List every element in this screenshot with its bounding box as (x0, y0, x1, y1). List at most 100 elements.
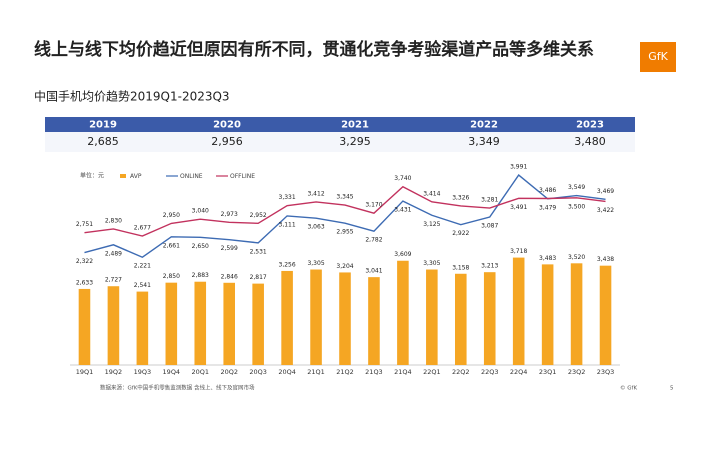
line-value-label: 2,677 (134, 225, 151, 232)
bar-value-label: 3,305 (423, 260, 440, 267)
x-tick-label: 21Q1 (307, 368, 325, 376)
year-values-band (45, 132, 635, 152)
legend-swatch (120, 174, 126, 178)
line-value-label: 3,040 (192, 208, 209, 215)
bar (368, 277, 380, 365)
line-value-label: 2,650 (192, 243, 209, 250)
bar (136, 291, 149, 365)
line-value-label: 3,281 (481, 197, 498, 204)
x-tick-label: 19Q3 (134, 368, 152, 376)
x-tick-label: 19Q1 (76, 368, 94, 376)
x-tick-label: 22Q1 (423, 368, 441, 376)
bar (455, 273, 467, 365)
line-value-label: 3,469 (597, 188, 614, 195)
x-tick-label: 22Q4 (510, 368, 528, 376)
year-value: 3,295 (339, 135, 371, 148)
bar (599, 265, 612, 365)
bar (541, 264, 554, 365)
x-tick-label: 22Q2 (452, 368, 470, 376)
x-tick-label: 21Q2 (336, 368, 354, 376)
bar-value-label: 2,883 (192, 272, 209, 279)
line-value-label: 2,830 (105, 217, 122, 224)
copyright: © GfK (620, 385, 637, 392)
line-value-label: 3,414 (423, 190, 440, 197)
unit: 单位：元 (80, 172, 104, 180)
line-value-label: 3,991 (510, 164, 527, 171)
x-tick-label: 19Q2 (105, 368, 123, 376)
bar (107, 286, 120, 365)
legend-label: AVP (130, 173, 142, 180)
bar (483, 272, 496, 365)
chart-title: 中国手机均价趋势2019Q1-2023Q3 (34, 89, 230, 104)
line-value-label: 3,500 (568, 203, 585, 210)
x-tick-label: 20Q1 (191, 368, 209, 376)
x-tick-label: 23Q3 (597, 368, 615, 376)
x-tick-label: 20Q4 (278, 368, 296, 376)
bar (512, 257, 525, 365)
x-tick-label: 21Q4 (394, 368, 412, 376)
bar-value-label: 3,256 (279, 261, 296, 268)
line (84, 174, 606, 259)
bar-value-label: 3,718 (510, 248, 527, 255)
x-tick-label: 23Q1 (539, 368, 557, 376)
bar (570, 263, 583, 365)
x-tick-label: 22Q3 (481, 368, 499, 376)
bar-value-label: 3,520 (568, 254, 585, 261)
source: 数据来源：GfK中国手机零售监测数据 含线上、线下及官网市场 (100, 384, 255, 392)
year-label: 2019 (89, 120, 117, 131)
line-value-label: 3,087 (481, 223, 498, 230)
x-tick-label: 21Q3 (365, 368, 383, 376)
bar (252, 283, 264, 365)
x-tick-label: 20Q2 (220, 368, 238, 376)
year-label: 2021 (341, 120, 369, 131)
line-value-label: 2,531 (250, 248, 267, 255)
bar-value-label: 3,204 (336, 263, 353, 270)
bar-value-label: 2,850 (163, 273, 180, 280)
line-value-label: 3,431 (394, 207, 411, 214)
line-value-label: 3,740 (394, 175, 411, 182)
line-value-label: 3,125 (423, 221, 440, 228)
bar (223, 282, 235, 365)
bar (397, 260, 409, 365)
line-value-label: 2,489 (105, 250, 122, 257)
year-value: 2,685 (87, 135, 119, 148)
x-tick-label: 20Q3 (249, 368, 267, 376)
line-value-label: 2,952 (250, 212, 267, 219)
line (84, 185, 606, 237)
bar (426, 269, 438, 365)
x-tick-label: 23Q2 (568, 368, 586, 376)
page-number: 5 (670, 386, 674, 392)
year-band (45, 117, 635, 132)
slide-title: 线上与线下均价趋近但原因有所不同，贯通化竞争考验渠道产品等多维关系 (34, 39, 594, 60)
line-value-label: 2,950 (163, 212, 180, 219)
year-label: 2022 (470, 120, 498, 131)
line-value-label: 3,479 (539, 204, 556, 211)
line-value-label: 3,422 (597, 207, 614, 214)
bar-value-label: 3,213 (481, 263, 498, 270)
line-value-label: 3,326 (452, 194, 469, 201)
year-value: 3,480 (574, 135, 606, 148)
bar (339, 272, 351, 365)
line-value-label: 3,170 (365, 202, 382, 209)
bar-value-label: 3,609 (394, 251, 411, 258)
line-value-label: 2,782 (365, 237, 382, 244)
line-value-label: 2,973 (221, 211, 238, 218)
line-value-label: 3,491 (510, 204, 527, 211)
line-value-label: 3,345 (336, 194, 353, 201)
year-value: 3,349 (468, 135, 500, 148)
year-label: 2023 (576, 120, 604, 131)
line-value-label: 3,412 (307, 190, 324, 197)
bar-value-label: 3,305 (307, 260, 324, 267)
logo: GfK (648, 50, 668, 63)
bar (78, 288, 91, 365)
bar-value-label: 2,727 (105, 277, 122, 284)
line-value-label: 3,331 (279, 194, 296, 201)
bar-value-label: 3,438 (597, 256, 614, 263)
line-value-label: 3,111 (279, 221, 296, 228)
bar (281, 270, 293, 365)
year-value: 2,956 (211, 135, 243, 148)
bar-value-label: 3,483 (539, 255, 556, 262)
logo-box (640, 42, 676, 72)
x-tick-label: 19Q4 (163, 368, 181, 376)
